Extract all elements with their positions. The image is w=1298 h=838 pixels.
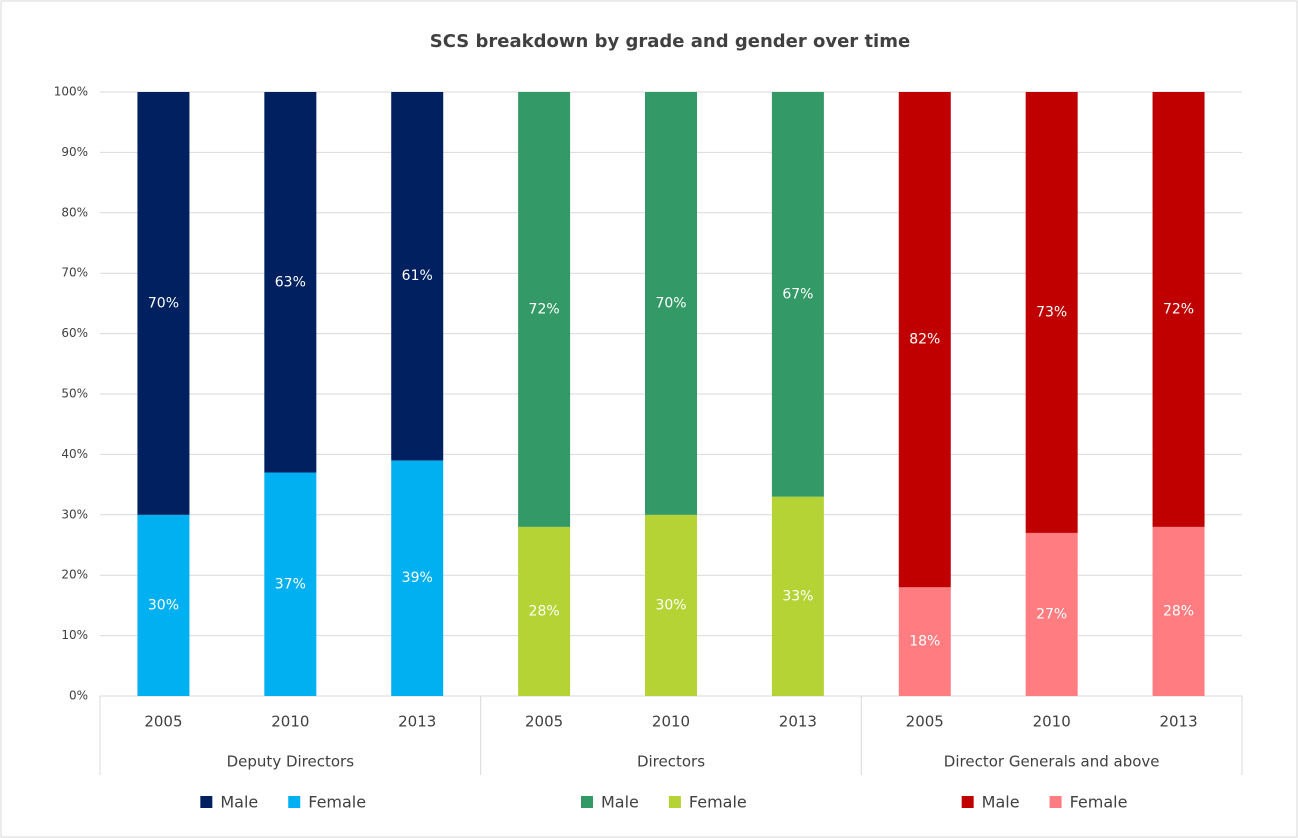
bar-segment [264,92,317,473]
data-label: 30% [148,597,179,613]
y-tick-label: 100% [54,85,88,99]
data-label: 28% [529,603,560,619]
bar-segment [1152,92,1205,527]
data-label: 30% [655,597,686,613]
data-label: 63% [275,274,306,290]
y-tick-label: 70% [61,266,88,280]
legend-swatch [200,796,213,808]
bar-segment [391,460,444,696]
data-label: 33% [782,588,813,604]
data-label: 70% [655,295,686,311]
group-label: Directors [637,753,705,771]
data-label: 72% [529,301,560,317]
bar-segment [1025,92,1078,533]
data-label: 37% [275,576,306,592]
group-label: Deputy Directors [227,753,355,771]
data-label: 70% [148,295,179,311]
data-label: 73% [1036,304,1067,320]
legend-label: Male [982,793,1020,812]
data-label: 28% [1163,603,1194,619]
x-tick-label: 2005 [906,713,944,731]
bar-segment [137,514,190,696]
x-tick-label: 2013 [779,713,817,731]
y-tick-label: 20% [61,568,88,582]
bar-segment [645,514,697,696]
data-label: 18% [909,634,940,650]
legend-label: Female [689,793,747,812]
bar-segment [1025,532,1078,696]
bar-segment [1152,526,1205,696]
y-tick-label: 10% [61,628,88,642]
legend-swatch [581,796,593,808]
data-label: 67% [782,286,813,302]
y-tick-label: 60% [61,326,88,340]
legend-swatch [1049,796,1062,808]
legend-label: Male [601,793,639,812]
x-tick-label: 2013 [1159,713,1197,731]
y-tick-label: 50% [61,387,88,401]
x-tick-label: 2010 [1033,713,1071,731]
x-tick-label: 2005 [525,713,563,731]
x-tick-label: 2005 [144,713,182,731]
legend-swatch [288,796,301,808]
y-tick-label: 0% [69,689,88,703]
y-tick-label: 90% [61,145,88,159]
y-tick-label: 80% [61,205,88,219]
group-label: Director Generals and above [944,753,1160,771]
legend-swatch [668,796,681,808]
bar-segment [771,92,824,497]
data-label: 27% [1036,606,1067,622]
bar-segment [264,472,317,696]
x-tick-label: 2010 [652,713,690,731]
bar-segment [518,92,571,527]
data-label: 61% [402,268,433,284]
bar-segment [518,526,571,696]
data-label: 72% [1163,301,1194,317]
legend-label: Male [220,793,258,812]
y-tick-label: 30% [61,507,88,521]
bar-segment [137,92,190,515]
y-tick-label: 40% [61,447,88,461]
bar-segment [898,587,951,696]
bar-segment [391,92,444,461]
data-label: 82% [909,332,940,348]
x-tick-label: 2010 [271,713,309,731]
legend-swatch [961,796,974,808]
x-tick-label: 2013 [398,713,436,731]
legend-label: Female [308,793,366,812]
data-label: 39% [402,570,433,586]
legend-label: Female [1070,793,1128,812]
bar-segment [898,92,951,588]
chart-title: SCS breakdown by grade and gender over t… [430,31,910,52]
bar-segment [771,496,824,696]
bar-segment [645,92,697,515]
